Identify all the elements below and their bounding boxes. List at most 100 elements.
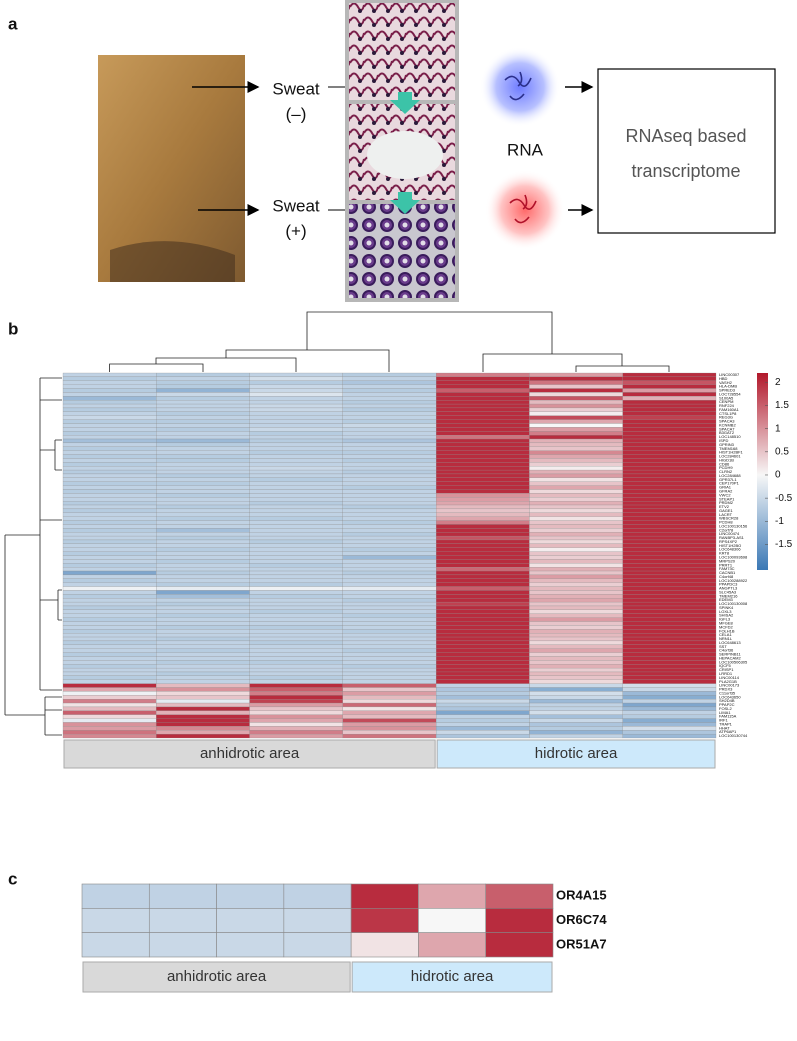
heatmap-cell: [342, 477, 437, 482]
heatmap-cell: [529, 532, 623, 537]
heatmaps: LINC00307HBDVASH2HLA-DMBSPRED3LOC728554S…: [62, 372, 793, 993]
heatmap-cell: [529, 454, 623, 459]
heatmap-cell: [622, 722, 717, 727]
heatmap-cell: [156, 710, 250, 715]
heatmap-cell: [529, 481, 623, 486]
row-label: HHAT: [719, 725, 730, 730]
heatmap-cell: [249, 380, 343, 385]
row-label: REG3G: [719, 415, 733, 420]
heatmap-cell: [81, 883, 150, 909]
row-label: FOLH1B: [719, 628, 735, 633]
row-label: LOC100093698: [719, 555, 748, 560]
heatmap-cell: [156, 726, 250, 731]
heatmap-cell: [342, 458, 437, 463]
heatmap-cell: [62, 671, 157, 676]
row-label: LOC728554: [719, 391, 741, 396]
heatmap-cell: [156, 543, 250, 548]
heatmap-cell: [249, 508, 343, 513]
heatmap-cell: [436, 640, 530, 645]
heatmap-cell: [249, 590, 343, 595]
heatmap-cell: [436, 431, 530, 436]
heatmap-cell: [529, 683, 623, 688]
heatmap-cell: [342, 528, 437, 533]
row-label: IQCF5: [719, 663, 732, 668]
heatmap-cell: [342, 695, 437, 700]
heatmap-cell: [350, 932, 419, 958]
group-label: hidrotic area: [411, 968, 494, 985]
heatmap-cell: [62, 446, 157, 451]
heatmap-cell: [436, 660, 530, 665]
heatmap-cell: [436, 730, 530, 735]
heatmap-cell: [342, 656, 437, 661]
heatmap-cell: [622, 687, 717, 692]
colorbar: [757, 373, 768, 570]
row-label: LOC648306: [719, 547, 741, 552]
heatmap-cell: [249, 485, 343, 490]
row-label: SPINK4: [719, 605, 734, 610]
heatmap-cell: [342, 590, 437, 595]
row-label: ANGPTL3: [719, 586, 738, 591]
row-label: HBD: [719, 376, 728, 381]
heatmap-cell: [622, 466, 717, 471]
heatmap-cell: [529, 582, 623, 587]
heatmap-cell: [529, 609, 623, 614]
heatmap-cell: [622, 652, 717, 657]
heatmap-cell: [156, 613, 250, 618]
heatmap-cell: [62, 687, 157, 692]
heatmap-cell: [622, 524, 717, 529]
heatmap-cell: [62, 555, 157, 560]
heatmap-cell: [156, 372, 250, 378]
row-label: ISPD: [719, 438, 728, 443]
heatmap-cell: [529, 695, 623, 700]
heatmap-cell: [249, 415, 343, 420]
heatmap-cell: [529, 598, 623, 603]
heatmap-cell: [342, 380, 437, 385]
heatmap-cell: [156, 586, 250, 591]
heatmap-cell: [622, 458, 717, 463]
heatmap-cell: [436, 407, 530, 412]
heatmap-cell: [529, 528, 623, 533]
heatmap-cell: [156, 431, 250, 436]
heatmap-cell: [156, 625, 250, 630]
heatmap-cell: [436, 528, 530, 533]
heatmap-cell: [436, 435, 530, 440]
heatmap-cell: [529, 667, 623, 673]
heatmap-cell: [342, 652, 437, 657]
heatmap-cell: [342, 535, 437, 541]
heatmap-cell: [342, 664, 437, 669]
heatmap-cell: [436, 388, 530, 393]
heatmap-cell: [342, 555, 437, 560]
heatmap-cell: [156, 446, 250, 451]
heatmap-cell: [342, 512, 437, 517]
heatmap-cell: [529, 652, 623, 657]
heatmap-cell: [156, 652, 250, 657]
heatmap-cell: [62, 520, 157, 525]
heatmap-cell: [156, 563, 250, 568]
heatmap-cell: [529, 462, 623, 467]
row-label: SLC45A3: [719, 589, 737, 594]
heatmap-cell: [436, 733, 530, 739]
row-label: CACNB1: [719, 570, 736, 575]
heatmap-cell: [622, 609, 717, 614]
histology-image: [349, 204, 455, 298]
heatmap-cell: [249, 520, 343, 525]
heatmap-cell: [249, 497, 343, 502]
heatmap-cell: [249, 718, 343, 723]
heatmap-cell: [529, 605, 623, 610]
heatmap-cell: [529, 539, 623, 544]
heatmap-cell: [418, 932, 487, 958]
heatmap-cell: [529, 706, 623, 711]
heatmap-cell: [342, 450, 437, 455]
histology-lumen: [367, 131, 443, 179]
heatmap-cell: [622, 493, 717, 498]
heatmap-cell: [249, 512, 343, 517]
heatmap-cell: [249, 699, 343, 704]
row-label: GPRIN3: [719, 442, 735, 447]
teal-arrow: [390, 192, 420, 214]
heatmap-cell: [622, 501, 717, 506]
row-label: IRF1: [719, 718, 728, 723]
heatmap-cell: [342, 629, 437, 634]
heatmap-cell: [436, 551, 530, 556]
heatmap-cell: [622, 675, 717, 680]
